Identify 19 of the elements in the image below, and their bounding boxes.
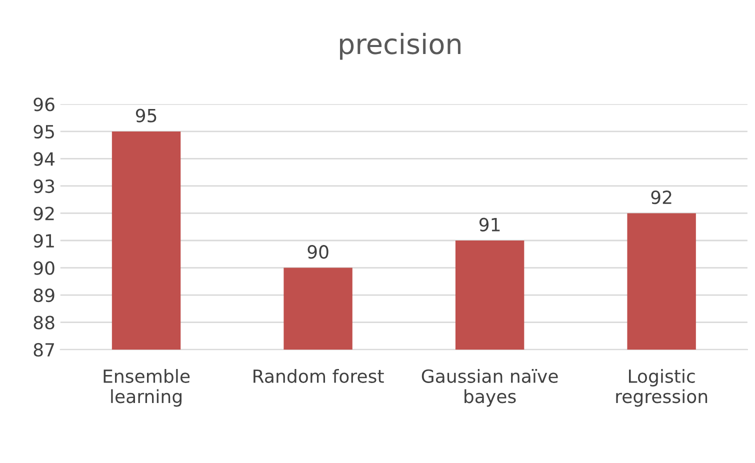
x-tick-label: Random forest bbox=[254, 369, 384, 383]
y-tick-label: 94 bbox=[34, 152, 55, 166]
y-tick-label: 88 bbox=[34, 316, 54, 330]
y-tick-label: 92 bbox=[34, 206, 54, 220]
y-tick-label: 87 bbox=[34, 343, 54, 357]
y-tick-label: 89 bbox=[34, 288, 54, 302]
y-tick-label: 96 bbox=[34, 98, 54, 112]
data-label: 90 bbox=[308, 245, 328, 259]
y-tick-label: 91 bbox=[34, 234, 54, 248]
chart-title: precision bbox=[340, 32, 460, 60]
x-tick-label: Gaussian naïve bayes bbox=[422, 369, 558, 407]
x-tick-label: Logistic regression bbox=[616, 369, 708, 407]
x-tick-label: Ensemble learning bbox=[104, 369, 190, 407]
data-label: 95 bbox=[136, 108, 156, 122]
y-tick-label: 95 bbox=[34, 124, 54, 139]
data-label: 92 bbox=[651, 190, 672, 204]
data-label: 91 bbox=[479, 218, 500, 232]
y-tick-label: 90 bbox=[34, 261, 54, 275]
y-tick-label: 93 bbox=[34, 179, 54, 194]
